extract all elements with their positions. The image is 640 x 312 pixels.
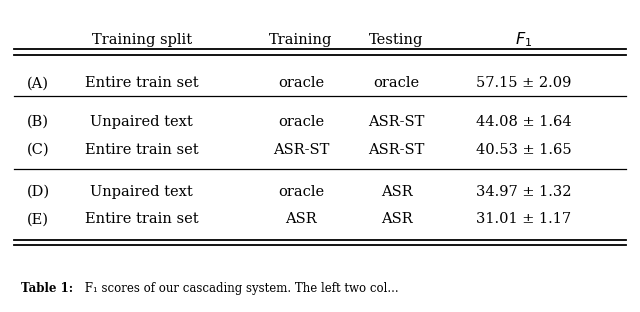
Text: (C): (C) [27, 143, 49, 157]
Text: ASR-ST: ASR-ST [368, 115, 425, 129]
Text: ASR: ASR [381, 185, 412, 198]
Text: F₁ scores of our cascading system. The left two col...: F₁ scores of our cascading system. The l… [81, 282, 399, 295]
Text: ASR: ASR [381, 212, 412, 227]
Text: Entire train set: Entire train set [84, 76, 198, 90]
Text: Training: Training [269, 33, 333, 47]
Text: Table 1:: Table 1: [20, 282, 72, 295]
Text: ASR: ASR [285, 212, 317, 227]
Text: $F_1$: $F_1$ [515, 31, 532, 49]
Text: Entire train set: Entire train set [84, 143, 198, 157]
Text: (B): (B) [27, 115, 49, 129]
Text: (E): (E) [27, 212, 49, 227]
Text: Training split: Training split [92, 33, 191, 47]
Text: 44.08 ± 1.64: 44.08 ± 1.64 [476, 115, 572, 129]
Text: 57.15 ± 2.09: 57.15 ± 2.09 [476, 76, 572, 90]
Text: oracle: oracle [373, 76, 420, 90]
Text: ASR-ST: ASR-ST [273, 143, 329, 157]
Text: 31.01 ± 1.17: 31.01 ± 1.17 [476, 212, 572, 227]
Text: Unpaired text: Unpaired text [90, 115, 193, 129]
Text: 34.97 ± 1.32: 34.97 ± 1.32 [476, 185, 572, 198]
Text: Entire train set: Entire train set [84, 212, 198, 227]
Text: 40.53 ± 1.65: 40.53 ± 1.65 [476, 143, 572, 157]
Text: (A): (A) [27, 76, 49, 90]
Text: Unpaired text: Unpaired text [90, 185, 193, 198]
Text: oracle: oracle [278, 185, 324, 198]
Text: Testing: Testing [369, 33, 424, 47]
Text: oracle: oracle [278, 115, 324, 129]
Text: oracle: oracle [278, 76, 324, 90]
Text: ASR-ST: ASR-ST [368, 143, 425, 157]
Text: (D): (D) [27, 185, 50, 198]
